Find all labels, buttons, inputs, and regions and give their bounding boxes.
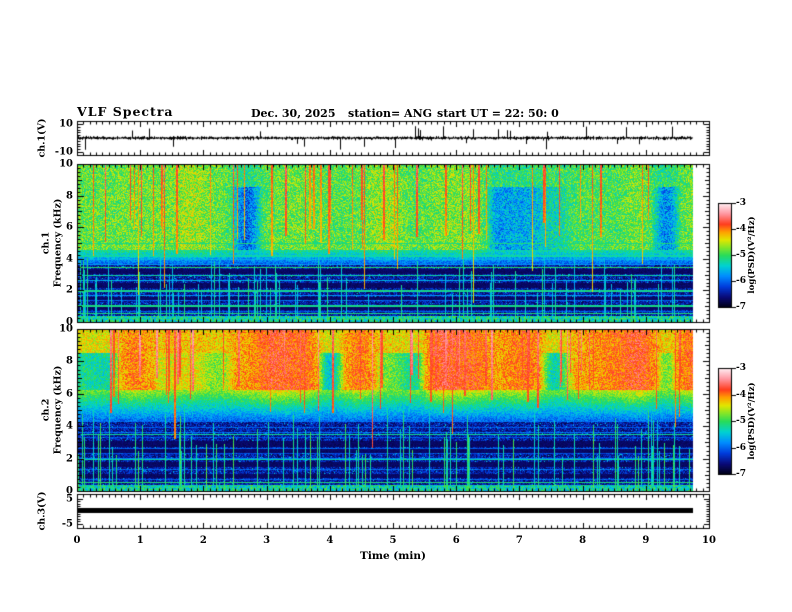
spec2-y-tick-label: 0 <box>66 485 73 497</box>
colorbar2-tick-label: -5 <box>736 416 746 426</box>
time-axis-label: Time (min) <box>360 550 426 562</box>
colorbar2-tick-label: -7 <box>736 469 746 479</box>
spec1-y-tick-label: 10 <box>59 158 73 170</box>
wave1-y-tick-label: 10 <box>59 118 73 130</box>
spec2-y-tick-label: 10 <box>59 323 73 335</box>
colorbar2-tick-label: -6 <box>736 442 746 453</box>
figure-title: VLF Spectra <box>77 104 174 119</box>
x-tick-label: 6 <box>452 535 460 546</box>
spec2-y-tick-label: 4 <box>66 420 73 432</box>
spec1-y-tick-label: 4 <box>66 253 73 265</box>
wave3-y-tick-label: 5 <box>66 493 73 504</box>
colorbar1-tick-label: -5 <box>736 250 746 260</box>
x-tick-label: 0 <box>73 535 81 546</box>
spec1-y-tick-label: 0 <box>66 316 73 328</box>
x-tick-label: 3 <box>263 535 271 546</box>
colorbar2-tick-label: -4 <box>736 389 746 400</box>
spec1-y-tick-label: 2 <box>66 284 73 296</box>
spec2-channel-label: ch.2 <box>40 398 52 422</box>
spec1-channel-label: ch.1 <box>40 231 52 255</box>
x-tick-label: 7 <box>515 535 523 546</box>
spec1-frequency-axis-label: Frequency (kHz) <box>52 198 64 288</box>
spec1-y-tick-label: 6 <box>66 221 73 233</box>
colorbar1-tick-label: -3 <box>736 198 746 208</box>
x-tick-label: 10 <box>702 535 716 546</box>
spec2-y-tick-label: 8 <box>66 355 73 367</box>
x-tick-label: 8 <box>579 535 587 546</box>
colorbar1-label: log(PSD)(V²/Hz) <box>747 216 757 294</box>
spec1-y-tick-label: 8 <box>66 190 73 202</box>
spec2-y-tick-label: 2 <box>66 453 73 465</box>
colorbar2-label: log(PSD)(V²/Hz) <box>747 382 757 460</box>
station-label: station= ANG <box>348 107 433 120</box>
ch1-voltage-axis-label: ch.1(V) <box>36 118 48 158</box>
x-tick-label: 1 <box>136 535 144 546</box>
spec2-y-tick-label: 6 <box>66 388 73 400</box>
colorbar1-tick-label: -6 <box>736 276 746 286</box>
spec2-frequency-axis-label: Frequency (kHz) <box>52 365 64 455</box>
wave3-y-tick-label: -5 <box>61 518 73 529</box>
x-tick-label: 2 <box>199 535 207 546</box>
x-tick-label: 9 <box>642 535 650 546</box>
start-ut-label: start UT = 22: 50: 0 <box>437 107 559 120</box>
colorbar2-tick-label: -3 <box>736 363 746 373</box>
ch3-voltage-axis-label: ch.3(V) <box>36 491 48 531</box>
x-tick-label: 4 <box>326 535 334 546</box>
x-tick-label: 5 <box>389 535 397 546</box>
date-label: Dec. 30, 2025 <box>251 107 336 120</box>
wave1-y-tick-label: -10 <box>54 146 73 158</box>
colorbar1-tick-label: -7 <box>736 302 746 312</box>
colorbar1-tick-label: -4 <box>736 224 746 234</box>
